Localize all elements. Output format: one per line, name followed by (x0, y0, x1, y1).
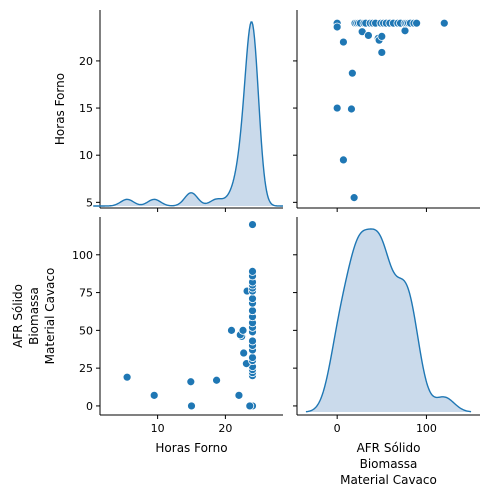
scatter-point (248, 294, 257, 304)
x-tick-label-horas: 10 (151, 422, 165, 435)
scatter-point (248, 220, 257, 229)
scatter-point (248, 267, 257, 276)
scatter-point (149, 390, 159, 400)
afr-kde-area (305, 229, 472, 412)
x-tick-label-afr: 0 (334, 422, 341, 435)
y-tick-label-horas: 5 (86, 196, 93, 209)
scatter-point (245, 401, 255, 411)
y-tick-label-afr: 25 (79, 362, 93, 375)
scatter-point (377, 32, 387, 41)
y-axis-label-afr-line: AFR Sólido (11, 284, 25, 348)
y-axis-label-afr-line: Biomassa (27, 287, 41, 345)
x-axis-label-afr-line: AFR Sólido (357, 441, 421, 455)
scatter-point (239, 348, 249, 358)
afr-kde-line (305, 228, 472, 413)
scatter-point (187, 401, 196, 411)
x-tick-label-afr: 100 (416, 422, 437, 435)
horas-kde-area (93, 22, 283, 206)
afr-vs-horas-scatter-panel (293, 10, 480, 212)
scatter-point (349, 193, 359, 203)
y-tick-label-horas: 15 (79, 102, 93, 115)
x-tick-label-horas: 20 (218, 422, 232, 435)
scatter-point (248, 353, 257, 362)
scatter-point (339, 37, 348, 47)
scatter-point (412, 18, 422, 28)
scatter-point (238, 325, 248, 335)
scatter-point (347, 68, 357, 78)
x-axis-label-horas: Horas Forno (155, 441, 227, 455)
y-tick-label-afr: 75 (79, 287, 93, 300)
afr-kde-panel: 0 100 (293, 217, 480, 435)
scatter-point (332, 22, 342, 32)
scatter-point (332, 103, 342, 113)
scatter-point (248, 306, 257, 316)
scatter-point (339, 155, 348, 165)
horas-vs-afr-scatter-panel: 0 25 50 75 100 10 20 (72, 217, 283, 435)
scatter-point (122, 372, 132, 382)
scatter-point (227, 325, 236, 335)
scatter-point (347, 104, 356, 114)
scatter-point (186, 377, 196, 387)
scatter-point (234, 390, 244, 400)
y-tick-label-horas: 10 (79, 149, 93, 162)
x-axis-label-afr-line: Biomassa (360, 457, 418, 471)
horas-kde-panel: 5 10 15 20 (79, 10, 283, 212)
y-axis-label-horas: Horas Forno (53, 73, 67, 145)
y-tick-label-horas: 20 (79, 55, 93, 68)
scatter-point (364, 31, 373, 40)
y-tick-label-afr: 50 (79, 324, 93, 337)
scatter-point (400, 26, 410, 36)
scatter-point (377, 48, 387, 57)
y-tick-label-afr: 0 (86, 400, 93, 413)
y-tick-label-afr: 100 (72, 249, 93, 262)
scatter-point (212, 375, 221, 385)
scatter-point (439, 18, 449, 28)
scatter-point (248, 336, 257, 346)
horas-kde-line (93, 21, 283, 207)
y-axis-label-afr-line: Material Cavaco (43, 268, 57, 365)
x-axis-label-afr-line: Material Cavaco (340, 473, 437, 487)
